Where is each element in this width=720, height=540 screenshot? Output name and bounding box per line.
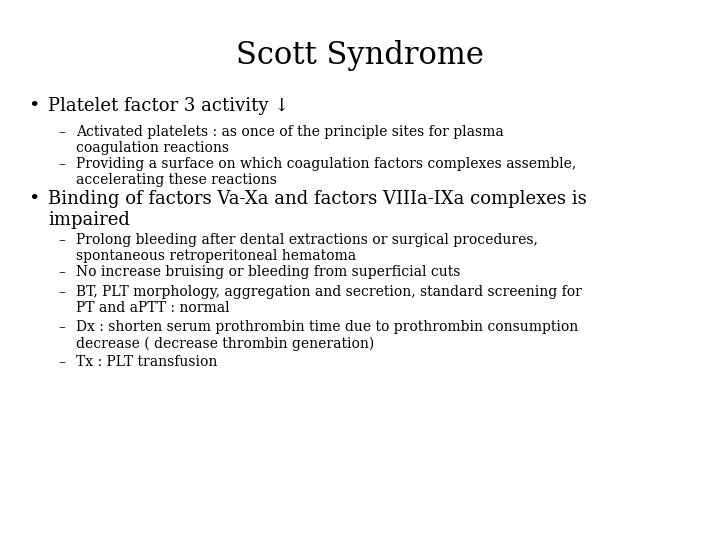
Text: –: – [58,355,65,369]
Text: Scott Syndrome: Scott Syndrome [236,40,484,71]
Text: –: – [58,233,65,247]
Text: Dx : shorten serum prothrombin time due to prothrombin consumption
decrease ( de: Dx : shorten serum prothrombin time due … [76,320,578,350]
Text: No increase bruising or bleeding from superficial cuts: No increase bruising or bleeding from su… [76,265,460,279]
Text: –: – [58,157,65,171]
Text: –: – [58,320,65,334]
Text: Tx : PLT transfusion: Tx : PLT transfusion [76,355,217,369]
Text: •: • [28,97,40,115]
Text: –: – [58,125,65,139]
Text: •: • [28,190,40,208]
Text: BT, PLT morphology, aggregation and secretion, standard screening for
PT and aPT: BT, PLT morphology, aggregation and secr… [76,285,582,315]
Text: Platelet factor 3 activity ↓: Platelet factor 3 activity ↓ [48,97,289,115]
Text: –: – [58,265,65,279]
Text: –: – [58,285,65,299]
Text: Activated platelets : as once of the principle sites for plasma
coagulation reac: Activated platelets : as once of the pri… [76,125,504,155]
Text: Providing a surface on which coagulation factors complexes assemble,
acceleratin: Providing a surface on which coagulation… [76,157,576,187]
Text: Prolong bleeding after dental extractions or surgical procedures,
spontaneous re: Prolong bleeding after dental extraction… [76,233,538,263]
Text: Binding of factors Va-Xa and factors VIIIa-IXa complexes is
impaired: Binding of factors Va-Xa and factors VII… [48,190,587,229]
